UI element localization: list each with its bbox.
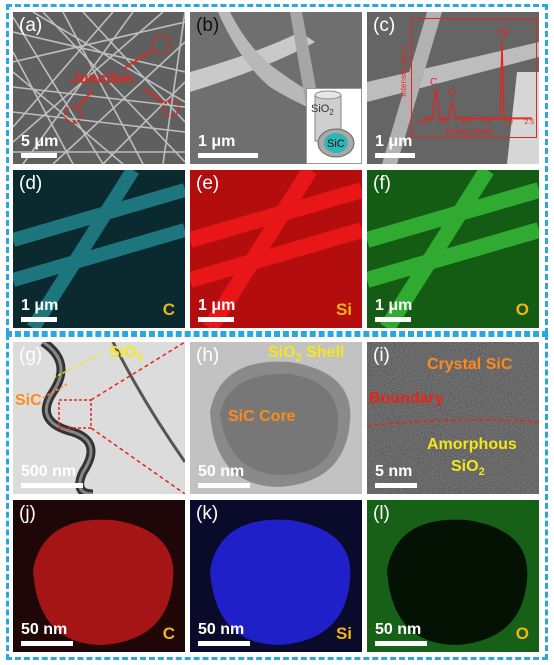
element-label: Si — [335, 624, 352, 643]
scale-bar: 1 μm — [198, 298, 235, 322]
panel-e: (e) 1 μm Si — [190, 170, 362, 328]
inset-shell-label: SiO2 — [311, 103, 334, 118]
panel-label: (d) — [19, 173, 43, 194]
panel-label: (j) — [19, 503, 36, 524]
panel-a: (a) Junction 5 μm — [13, 12, 185, 164]
panel-b: SiO2 SiC (b) 1 μm — [190, 12, 362, 164]
amorphous-label: Amorphous — [427, 436, 517, 453]
scale-bar: 50 nm — [198, 464, 250, 488]
scale-bar: 1 μm — [375, 298, 412, 322]
core-shell-tem — [190, 342, 362, 494]
core-shell-inset: SiO2 SiC — [306, 88, 362, 164]
si-elemental-map — [190, 170, 362, 328]
eds-inset: Intensity (a.u.) Energy (keV) 0.0 0.5 1.0 1… — [399, 18, 537, 138]
scale-bar: 500 nm — [21, 464, 83, 488]
panel-i: (i) Crystal SiC Boundary Amorphous SiO2 … — [367, 342, 539, 494]
scale-bar: 50 nm — [375, 622, 427, 646]
frame-top — [6, 4, 548, 334]
scale-bar: 5 μm — [21, 134, 58, 158]
element-label: O — [515, 300, 529, 319]
panel-label: (a) — [19, 15, 43, 36]
peak-o: O — [448, 87, 456, 98]
hrtem-lattice — [367, 342, 539, 494]
core-label: SiC Core — [228, 408, 296, 425]
scale-bar: 50 nm — [198, 622, 250, 646]
panel-label: (c) — [373, 15, 396, 36]
panel-label: (h) — [196, 345, 220, 366]
panel-label: (f) — [373, 173, 391, 194]
element-label: O — [515, 624, 529, 643]
panel-d: (d) 1 μm C — [13, 170, 185, 328]
panel-label: (g) — [19, 345, 43, 366]
crystal-label: Crystal SiC — [427, 356, 513, 373]
panel-j: (j) 50 nm C — [13, 500, 185, 652]
tem-fiber — [13, 342, 185, 494]
sio2-label: SiO2 — [109, 344, 143, 365]
panel-f: (f) 1 μm O — [367, 170, 539, 328]
si-map-particle — [190, 500, 362, 652]
panel-g: (g) SiO2 SiC 500 nm — [13, 342, 185, 494]
c-map-particle — [13, 500, 185, 652]
o-map-particle — [367, 500, 539, 652]
panel-label: (k) — [196, 503, 219, 524]
element-label: C — [162, 300, 175, 319]
eds-spectrum — [421, 38, 532, 120]
peak-si: Si — [498, 25, 509, 39]
scale-bar: 1 μm — [198, 134, 258, 158]
fiber-network — [13, 12, 185, 164]
element-label: Si — [335, 300, 352, 319]
o-elemental-map — [367, 170, 539, 328]
panel-label: (b) — [196, 15, 220, 36]
panel-k: (k) 50 nm Si — [190, 500, 362, 652]
eds-x-label: Energy (keV) — [446, 127, 493, 136]
shell-label: SiO2 Shell — [268, 344, 345, 365]
junction-label: Junction — [71, 70, 134, 87]
boundary-label: Boundary — [369, 390, 444, 407]
eds-y-label: Intensity (a.u.) — [398, 46, 408, 97]
scale-bar: 50 nm — [21, 622, 73, 646]
panel-l: (l) 50 nm O — [367, 500, 539, 652]
scale-bar: 1 μm — [375, 134, 415, 158]
scale-bar: 5 nm — [375, 464, 417, 488]
panel-label: (l) — [373, 503, 390, 524]
eds-tick-labels: 0.0 0.5 1.0 1.5 2.0 2.5 — [418, 119, 534, 126]
c-elemental-map — [13, 170, 185, 328]
sic-label: SiC — [15, 392, 42, 409]
inset-core-label: SiC — [327, 138, 345, 150]
panel-c: Intensity (a.u.) Energy (keV) 0.0 0.5 1.0 1… — [367, 12, 539, 164]
scale-bar: 1 μm — [21, 298, 58, 322]
panel-label: (e) — [196, 173, 220, 194]
panel-label: (i) — [373, 345, 390, 366]
amorphous-sio2-label: SiO2 — [451, 458, 485, 479]
frame-bottom — [6, 334, 548, 660]
panel-h: (h) SiO2 Shell SiC Core 50 nm — [190, 342, 362, 494]
element-label: C — [162, 624, 175, 643]
peak-c: C — [430, 77, 438, 88]
